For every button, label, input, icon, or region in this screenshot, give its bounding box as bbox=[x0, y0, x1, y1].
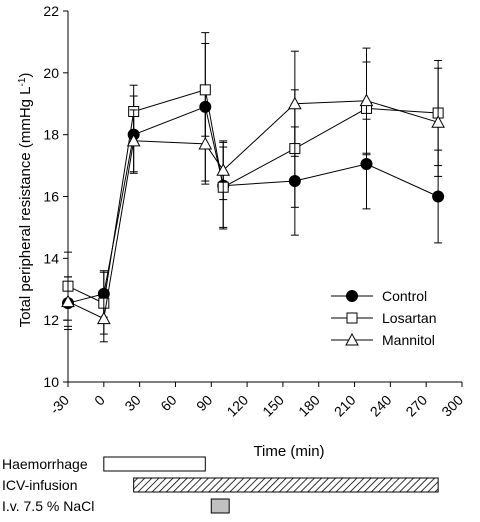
x-tick-label: -30 bbox=[46, 392, 72, 418]
data-point-mannitol bbox=[431, 115, 445, 128]
x-axis-title: Time (min) bbox=[253, 443, 324, 460]
protocol-i-v-7-5-nacl-label: I.v. 7.5 % NaCl bbox=[2, 498, 94, 514]
protocol-icv-infusion-label: ICV-infusion bbox=[2, 477, 77, 493]
x-tick-label: 270 bbox=[402, 392, 430, 420]
y-tick-label: 22 bbox=[43, 3, 59, 19]
y-axis-title: Total peripheral resistance (mmHg L-1) bbox=[17, 73, 34, 328]
y-axis-title-main: Total peripheral resistance (mmHg L bbox=[17, 86, 34, 327]
legend-marker-control bbox=[346, 290, 358, 302]
x-tick-label: 120 bbox=[223, 392, 251, 420]
x-tick-label: 60 bbox=[157, 392, 179, 414]
y-tick-label: 14 bbox=[43, 250, 59, 266]
series-control bbox=[62, 32, 445, 330]
legend-label-losartan: Losartan bbox=[382, 310, 436, 326]
series-line-control bbox=[67, 106, 439, 304]
data-point-mannitol bbox=[61, 294, 75, 308]
x-tick-label: 240 bbox=[367, 392, 395, 420]
x-tick-label: 210 bbox=[331, 392, 359, 420]
legend-marker-mannitol bbox=[345, 332, 359, 346]
y-tick-label: 10 bbox=[43, 374, 59, 390]
data-point-mannitol bbox=[96, 311, 111, 325]
protocol-haemorrhage-bar bbox=[103, 456, 206, 472]
x-tick-label: 150 bbox=[259, 392, 287, 420]
data-point-control bbox=[360, 158, 373, 171]
data-point-control bbox=[432, 190, 445, 203]
y-tick-label: 20 bbox=[43, 65, 59, 81]
data-point-mannitol bbox=[126, 133, 141, 147]
y-axis-title-sup: -1 bbox=[17, 77, 28, 86]
protocol-icv-infusion-bar bbox=[133, 477, 439, 493]
data-point-mannitol bbox=[216, 163, 231, 176]
data-point-mannitol bbox=[359, 93, 374, 107]
x-tick-label: 300 bbox=[438, 392, 466, 420]
series-layer bbox=[61, 32, 445, 343]
x-tick-label: 0 bbox=[91, 392, 108, 409]
data-point-mannitol bbox=[288, 96, 302, 110]
y-tick-label: 18 bbox=[43, 127, 59, 143]
data-point-losartan bbox=[199, 84, 211, 96]
legend: Control Losartan Mannitol bbox=[331, 288, 436, 348]
axes: 10 12 14 16 18 20 22 -30 0 30 60 90 120 150 180 210 240 2… bbox=[43, 3, 466, 420]
y-tick-label: 16 bbox=[43, 189, 59, 205]
legend-label-control: Control bbox=[382, 288, 427, 304]
series-mannitol bbox=[61, 47, 445, 343]
protocol-i-v-7-5-nacl-bar bbox=[210, 498, 230, 514]
data-point-mannitol bbox=[198, 136, 213, 150]
x-tick-label: 180 bbox=[295, 392, 323, 420]
y-axis-title-close: ) bbox=[17, 73, 34, 78]
legend-label-mannitol: Mannitol bbox=[382, 332, 435, 348]
protocol-haemorrhage-label: Haemorrhage bbox=[2, 456, 88, 472]
series-line-losartan bbox=[67, 89, 439, 304]
x-tick-label: 30 bbox=[121, 392, 143, 414]
legend-marker-losartan bbox=[346, 312, 358, 324]
y-tick-label: 12 bbox=[43, 312, 59, 328]
protocol-bars: Haemorrhage ICV-infusion I.v. 7.5 % NaCl bbox=[2, 456, 439, 514]
series-line-mannitol bbox=[67, 100, 439, 320]
x-tick-label: 90 bbox=[193, 392, 215, 414]
